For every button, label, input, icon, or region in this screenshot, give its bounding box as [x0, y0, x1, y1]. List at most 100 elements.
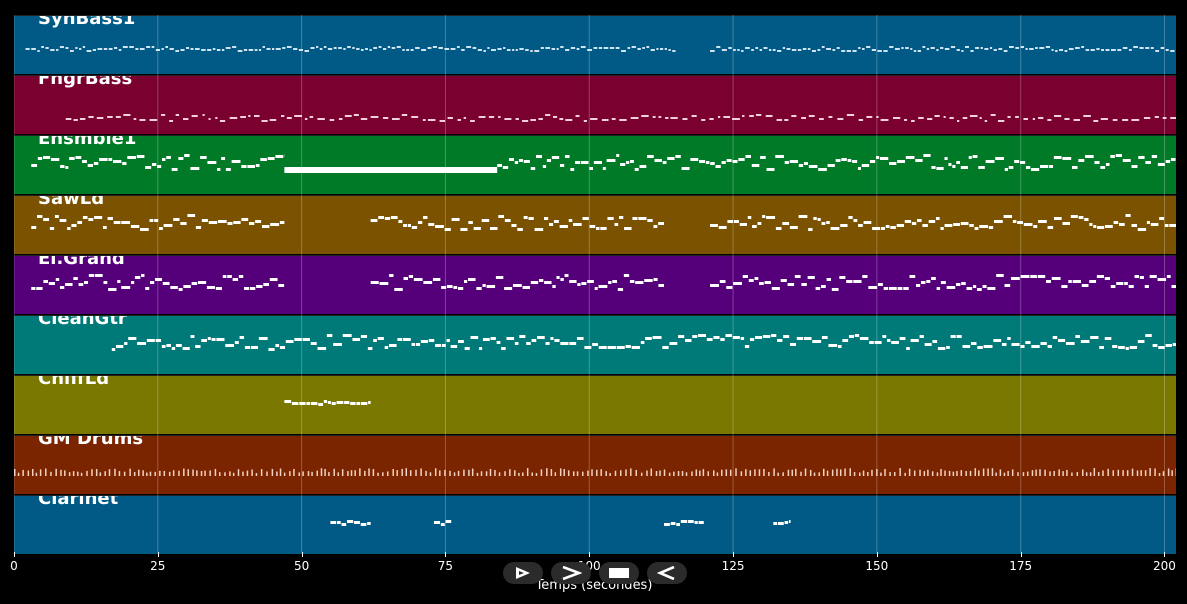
note [1125, 214, 1131, 217]
note [733, 282, 742, 285]
note [1105, 49, 1110, 51]
note [523, 160, 530, 163]
note [82, 216, 88, 219]
note [401, 114, 408, 116]
forward-button[interactable] [551, 562, 591, 584]
note [771, 287, 780, 290]
note [123, 471, 126, 476]
note [279, 468, 282, 476]
note [183, 118, 189, 120]
note [1170, 117, 1176, 119]
rewind-button[interactable] [647, 562, 687, 584]
note [1038, 220, 1047, 223]
note [906, 347, 910, 350]
note [114, 468, 116, 476]
note [294, 115, 302, 117]
note [1164, 224, 1169, 227]
note [137, 342, 147, 345]
note [267, 157, 275, 160]
note [652, 116, 656, 118]
note [745, 155, 751, 158]
note [570, 47, 576, 49]
note [241, 165, 247, 168]
note [862, 275, 868, 278]
note [1131, 468, 1134, 476]
note [691, 471, 693, 476]
note [117, 280, 121, 283]
note [841, 50, 846, 52]
note-lane [25, 46, 1175, 52]
note [379, 282, 389, 285]
note [915, 159, 923, 162]
note [936, 287, 941, 290]
note [887, 339, 891, 342]
note [435, 225, 444, 228]
note [241, 218, 249, 221]
note [862, 470, 865, 476]
note [1107, 468, 1109, 476]
note [891, 341, 899, 344]
note [766, 168, 775, 171]
note [940, 469, 942, 476]
note [208, 221, 218, 224]
note [133, 472, 136, 476]
note [944, 157, 948, 160]
note [1124, 282, 1128, 285]
stop-button[interactable] [599, 562, 639, 584]
note [266, 471, 268, 476]
note [702, 469, 705, 476]
note [798, 215, 808, 218]
note [917, 219, 922, 222]
note [930, 47, 935, 49]
axis-tick [1164, 552, 1166, 557]
note [576, 471, 579, 476]
note [255, 472, 258, 476]
note [677, 470, 680, 476]
note [890, 226, 896, 229]
note [68, 472, 71, 476]
note [422, 119, 426, 121]
note [37, 215, 43, 218]
note [556, 276, 560, 279]
note [629, 280, 635, 283]
note [31, 468, 34, 476]
note [258, 337, 268, 340]
note [858, 224, 863, 227]
note [299, 402, 306, 405]
note [444, 469, 446, 476]
note [121, 286, 131, 289]
note [396, 46, 401, 48]
note [940, 47, 944, 49]
note [975, 47, 980, 49]
play-button[interactable] [503, 562, 543, 584]
note [94, 216, 103, 219]
note [329, 119, 335, 121]
note [445, 520, 452, 523]
note [905, 156, 915, 159]
note [815, 287, 821, 290]
note [504, 287, 513, 290]
note [1083, 115, 1091, 117]
note [60, 469, 62, 476]
note [330, 521, 337, 524]
note [653, 278, 658, 281]
note [874, 341, 882, 344]
note [255, 164, 260, 167]
note [187, 214, 196, 217]
note [962, 345, 971, 348]
axis-tick-label: 125 [721, 559, 745, 573]
note [165, 46, 169, 48]
note [631, 46, 636, 48]
note [911, 222, 917, 225]
note [262, 46, 266, 48]
note [948, 470, 951, 476]
note [180, 49, 185, 51]
note [113, 221, 121, 224]
note [1031, 168, 1040, 171]
note [352, 338, 361, 341]
note [620, 163, 626, 166]
note [423, 281, 433, 284]
note [86, 470, 88, 476]
note [1011, 343, 1020, 346]
note [1118, 346, 1125, 349]
